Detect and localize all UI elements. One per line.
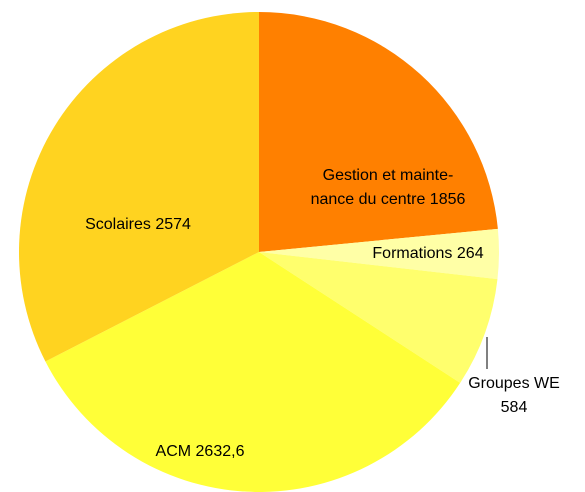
- slice-label: Scolaires 2574: [85, 216, 191, 233]
- slice-value: 264: [457, 245, 484, 262]
- slice-category: ACM: [156, 443, 192, 460]
- slice-label: ACM 2632,6: [156, 443, 245, 460]
- slice-value: 584: [501, 399, 528, 416]
- pie-slice: [259, 12, 498, 252]
- pie-slice: [45, 252, 461, 492]
- slice-category: Formations: [372, 245, 452, 262]
- slice-label: Groupes WE: [468, 375, 560, 392]
- slice-label: Gestion et mainte-nance du centre 1856: [311, 167, 466, 208]
- slice-value: 2574: [155, 216, 191, 233]
- pie-slice: [259, 228, 500, 280]
- slice-value: 1856: [430, 191, 466, 208]
- slice-value: 2632,6: [196, 443, 245, 460]
- pie-slice: [18, 12, 259, 362]
- slice-label: Formations 264: [372, 245, 483, 262]
- pie-slice: [259, 252, 498, 383]
- slice-category: Scolaires: [85, 216, 151, 233]
